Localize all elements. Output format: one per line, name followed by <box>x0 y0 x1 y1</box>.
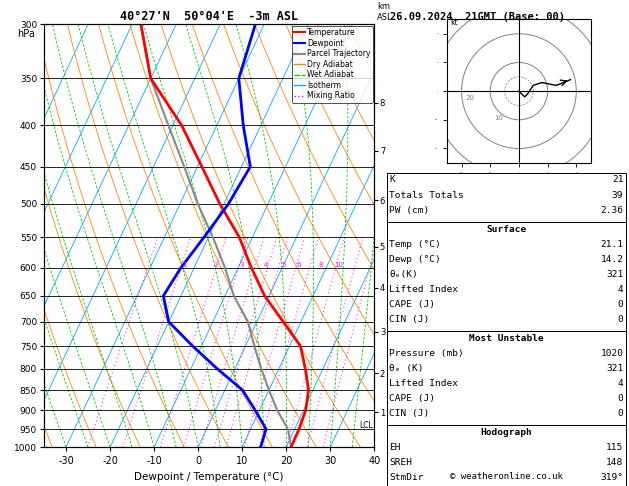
Title: 40°27'N  50°04'E  -3m ASL: 40°27'N 50°04'E -3m ASL <box>120 10 298 23</box>
Text: 26.09.2024  21GMT (Base: 00): 26.09.2024 21GMT (Base: 00) <box>390 12 565 22</box>
Text: 321: 321 <box>606 364 623 373</box>
Text: Pressure (mb): Pressure (mb) <box>389 349 464 358</box>
Text: 0: 0 <box>618 394 623 403</box>
Text: CAPE (J): CAPE (J) <box>389 300 435 309</box>
Text: SREH: SREH <box>389 458 413 468</box>
Text: hPa: hPa <box>18 29 35 38</box>
Text: Lifted Index: Lifted Index <box>389 379 459 388</box>
Text: K: K <box>389 175 395 185</box>
Text: 4: 4 <box>618 285 623 294</box>
Text: 0: 0 <box>618 300 623 309</box>
Text: 4: 4 <box>264 262 268 268</box>
Text: 321: 321 <box>606 270 623 279</box>
Text: 8: 8 <box>319 262 323 268</box>
Text: StmDir: StmDir <box>389 473 424 483</box>
Text: 21: 21 <box>612 175 623 185</box>
Text: θₑ (K): θₑ (K) <box>389 364 424 373</box>
Text: 14.2: 14.2 <box>600 255 623 264</box>
Text: 5: 5 <box>281 262 286 268</box>
Text: CAPE (J): CAPE (J) <box>389 394 435 403</box>
Text: 20: 20 <box>465 95 475 101</box>
Text: PW (cm): PW (cm) <box>389 206 430 215</box>
Text: 39: 39 <box>612 191 623 200</box>
Text: Temp (°C): Temp (°C) <box>389 240 441 249</box>
Text: CIN (J): CIN (J) <box>389 315 430 324</box>
Text: 0: 0 <box>618 409 623 418</box>
Text: Surface: Surface <box>486 225 526 234</box>
Text: © weatheronline.co.uk: © weatheronline.co.uk <box>450 472 563 481</box>
Text: Dewp (°C): Dewp (°C) <box>389 255 441 264</box>
Text: 10: 10 <box>494 115 503 121</box>
Text: LCL: LCL <box>359 421 373 430</box>
Text: 148: 148 <box>606 458 623 468</box>
Text: 10: 10 <box>334 262 343 268</box>
Text: Hodograph: Hodograph <box>481 428 532 437</box>
Text: CIN (J): CIN (J) <box>389 409 430 418</box>
Text: Lifted Index: Lifted Index <box>389 285 459 294</box>
X-axis label: Dewpoint / Temperature (°C): Dewpoint / Temperature (°C) <box>135 472 284 482</box>
Text: Totals Totals: Totals Totals <box>389 191 464 200</box>
Text: 3: 3 <box>240 262 244 268</box>
Text: 6: 6 <box>297 262 301 268</box>
Text: kt: kt <box>450 18 458 27</box>
Text: 1: 1 <box>182 262 187 268</box>
Text: θₑ(K): θₑ(K) <box>389 270 418 279</box>
Text: 115: 115 <box>606 443 623 452</box>
Text: EH: EH <box>389 443 401 452</box>
Text: Most Unstable: Most Unstable <box>469 334 543 343</box>
Text: 21.1: 21.1 <box>600 240 623 249</box>
Text: 2: 2 <box>213 262 218 268</box>
Text: 319°: 319° <box>600 473 623 483</box>
Text: km
ASL: km ASL <box>377 2 393 22</box>
Legend: Temperature, Dewpoint, Parcel Trajectory, Dry Adiabat, Wet Adiabat, Isotherm, Mi: Temperature, Dewpoint, Parcel Trajectory… <box>292 26 373 103</box>
Text: 2.36: 2.36 <box>600 206 623 215</box>
Text: 1020: 1020 <box>600 349 623 358</box>
Text: 0: 0 <box>618 315 623 324</box>
Text: 4: 4 <box>618 379 623 388</box>
